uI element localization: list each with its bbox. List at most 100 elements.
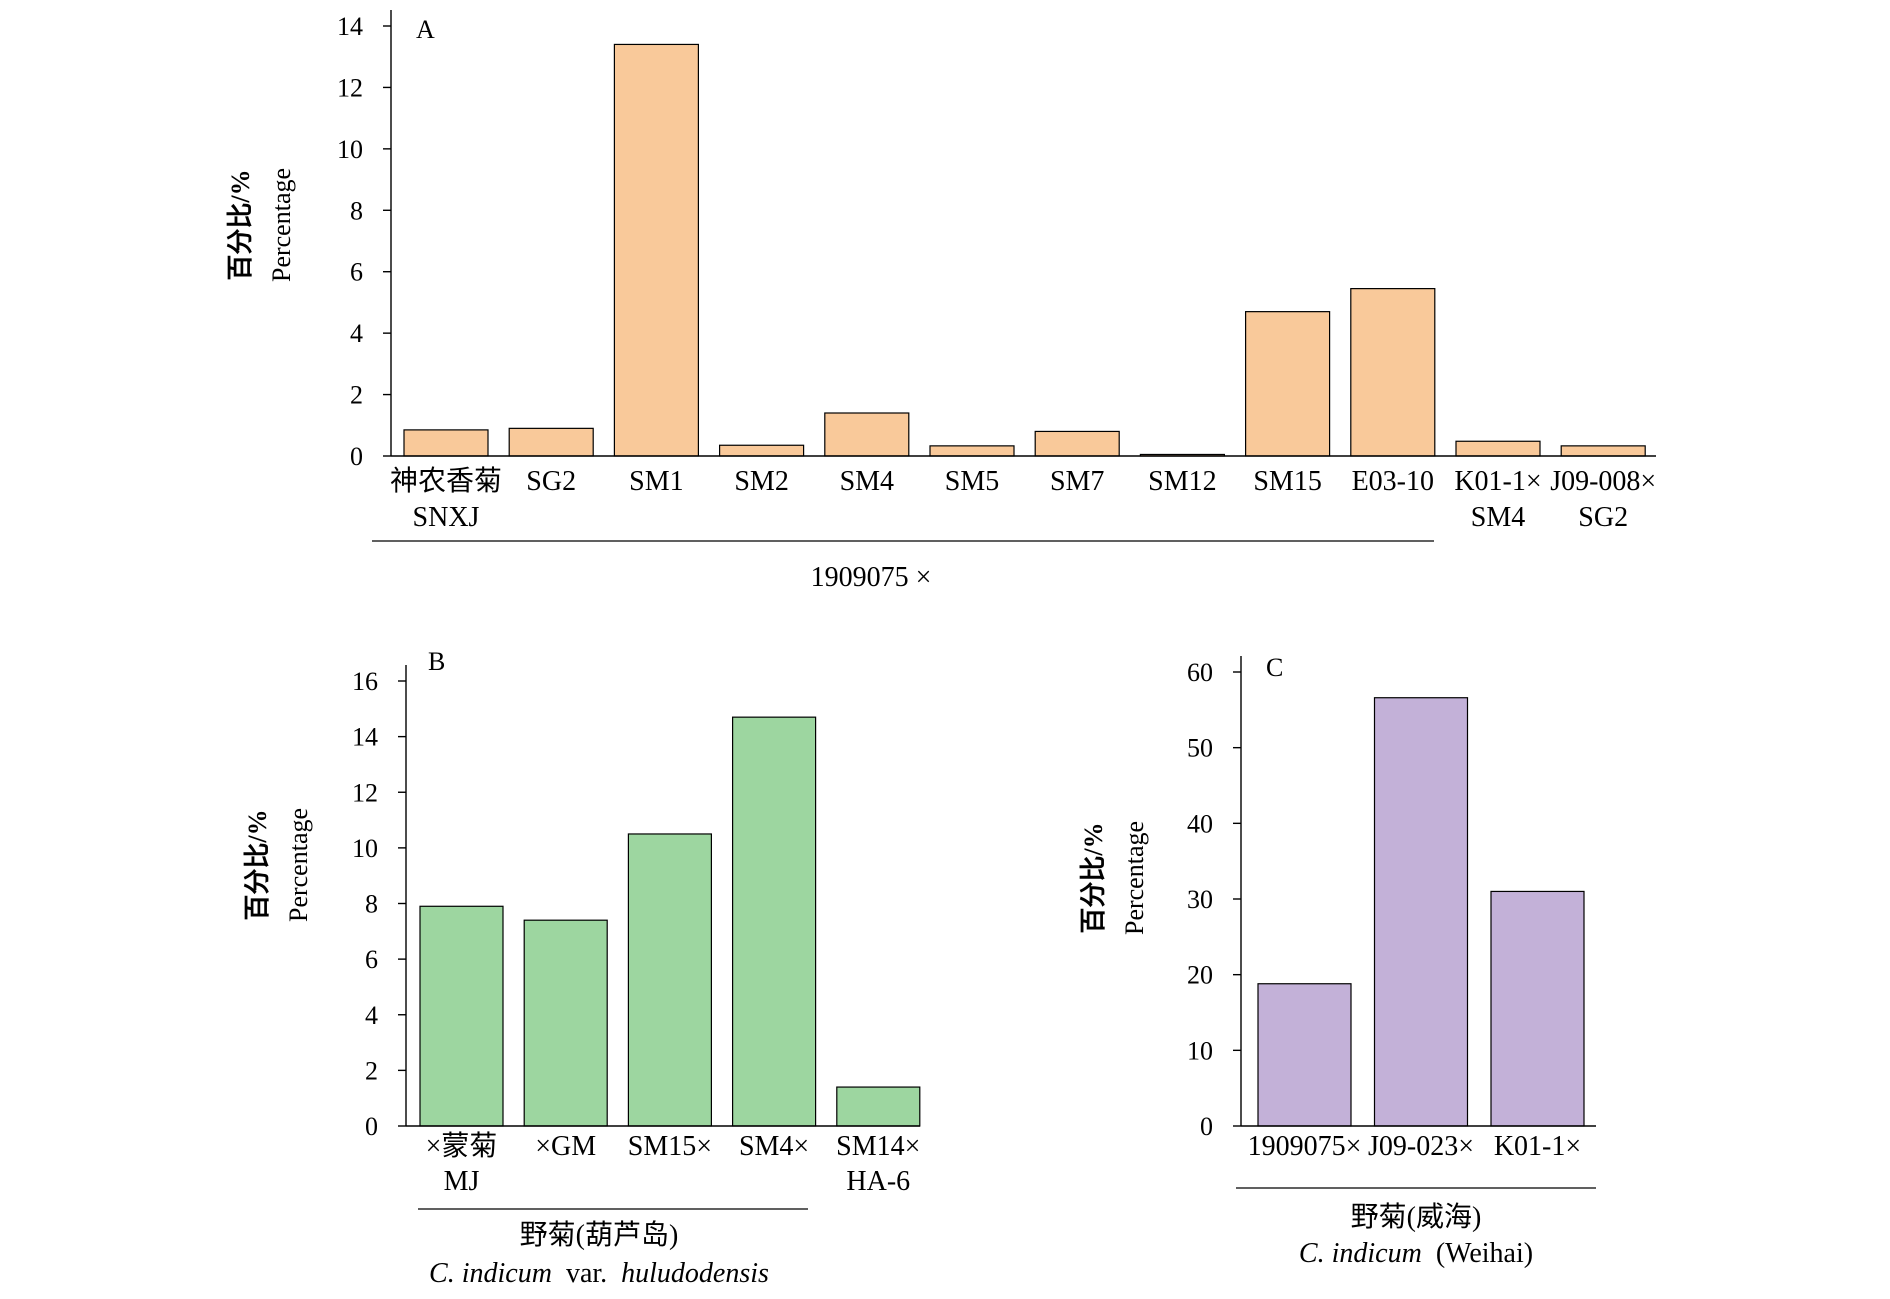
x-tick-label: 1909075× — [1248, 1131, 1362, 1162]
x-tick-label: SM4 — [840, 466, 894, 497]
x-tick-label-line2: SG2 — [1578, 502, 1628, 533]
panel-b-var: var. — [559, 1258, 614, 1289]
panel-b-letter: B — [428, 647, 445, 676]
bar-3 — [613, 43, 700, 457]
panel-a-y-axis-ticks: 0 2 4 6 8 10 12 14 — [337, 12, 391, 471]
bar-4 — [718, 444, 805, 457]
x-tick-label: SM12 — [1148, 466, 1216, 497]
y-tick-label: 60 — [1187, 658, 1213, 687]
panel-c-chart: C 百分比/% Percentage 0 10 20 30 40 50 60 1909075… — [1079, 653, 1596, 1269]
panel-a-letter: A — [416, 15, 435, 44]
bar-2 — [523, 919, 608, 1127]
panel-b-variety: huludodensis — [621, 1258, 769, 1289]
panel-b-group-label: 野菊(葫芦岛) — [520, 1219, 679, 1251]
panel-c-x-labels: 1909075× J09-023× K01-1× — [1248, 1131, 1582, 1162]
panel-c-letter: C — [1266, 653, 1283, 682]
x-tick-label: SM5 — [945, 466, 999, 497]
panel-c-y-axis-ticks: 0 10 20 30 40 50 60 — [1187, 658, 1241, 1141]
y-tick-label: 14 — [352, 723, 378, 752]
panel-b-ylabel-cn: 百分比/% — [243, 809, 272, 920]
x-tick-label: K01-1× — [1454, 466, 1541, 497]
y-tick-label: 20 — [1187, 961, 1213, 990]
panel-c-group-label: 野菊(威海) — [1351, 1201, 1482, 1233]
bar-1 — [419, 905, 504, 1127]
panel-b-y-axis-ticks: 0 2 4 6 8 10 12 14 16 — [352, 667, 406, 1141]
x-tick-label: 神农香菊 — [390, 465, 502, 497]
y-tick-label: 16 — [352, 667, 378, 696]
y-tick-label: 30 — [1187, 885, 1213, 914]
bar-3 — [627, 833, 713, 1127]
y-tick-label: 0 — [1200, 1112, 1213, 1141]
panel-a-ylabel-en: Percentage — [267, 168, 296, 282]
panel-a-x-labels: 神农香菊 SNXJ SG2 SM1 SM2 SM4 SM5 SM7 SM12 SM15 E03-10… — [390, 465, 1656, 533]
bar-2 — [1373, 697, 1469, 1127]
bar-1 — [1257, 983, 1352, 1127]
x-tick-label: SM15× — [628, 1131, 712, 1162]
panel-c-ylabel-en: Percentage — [1120, 821, 1149, 935]
x-tick-label: SM2 — [734, 466, 788, 497]
x-tick-label: SM14× — [836, 1131, 920, 1162]
panel-b-x-labels: ×蒙菊 MJ ×GM SM15× SM4× SM14× HA-6 — [426, 1130, 921, 1197]
x-tick-label-line2: MJ — [444, 1166, 480, 1197]
bar-7 — [1034, 430, 1120, 457]
x-tick-label: J09-023× — [1368, 1131, 1474, 1162]
panel-b-bars — [419, 716, 921, 1127]
bar-11 — [1455, 440, 1541, 457]
panel-b-ylabel-en: Percentage — [284, 808, 313, 922]
x-tick-label: SM15 — [1253, 466, 1321, 497]
panel-c-bars — [1257, 697, 1585, 1127]
y-tick-label: 50 — [1187, 734, 1213, 763]
bar-5 — [836, 1086, 921, 1127]
panel-a-chart: A 百分比/% Percentage 0 2 4 6 8 10 12 14 神农香菊 SNXJ S… — [226, 10, 1656, 593]
y-tick-label: 10 — [1187, 1036, 1213, 1065]
panel-c-location: (Weihai) — [1429, 1238, 1533, 1269]
x-tick-label: ×GM — [535, 1131, 596, 1162]
panel-a-ylabel-cn: 百分比/% — [226, 169, 255, 280]
panel-b-species: C. indicum — [429, 1258, 552, 1289]
panel-a-bars — [403, 43, 1646, 457]
y-tick-label: 2 — [350, 381, 363, 410]
y-tick-label: 12 — [337, 73, 363, 102]
bar-6 — [929, 445, 1015, 457]
bar-5 — [824, 412, 910, 457]
x-tick-label: K01-1× — [1494, 1131, 1581, 1162]
x-tick-label: SM1 — [629, 466, 683, 497]
y-tick-label: 10 — [337, 135, 363, 164]
y-tick-label: 10 — [352, 834, 378, 863]
bar-10 — [1350, 288, 1436, 457]
x-tick-label-line2: SM4 — [1471, 502, 1525, 533]
y-tick-label: 0 — [365, 1112, 378, 1141]
bar-2 — [508, 427, 594, 457]
bar-9 — [1244, 311, 1331, 457]
x-tick-label-line2: HA-6 — [846, 1166, 910, 1197]
y-tick-label: 6 — [365, 945, 378, 974]
panel-b-chart: B 百分比/% Percentage 0 2 4 6 8 10 12 14 16 ×蒙菊 MJ ×G… — [243, 647, 920, 1289]
x-tick-label: E03-10 — [1352, 466, 1434, 497]
x-tick-label: SM4× — [739, 1131, 809, 1162]
bar-12 — [1560, 445, 1646, 457]
y-tick-label: 14 — [337, 12, 363, 41]
y-tick-label: 12 — [352, 778, 378, 807]
y-tick-label: 4 — [350, 319, 363, 348]
panel-c-ylabel-cn: 百分比/% — [1079, 822, 1108, 933]
panel-c-species: C. indicum — [1299, 1238, 1422, 1269]
bar-4 — [731, 716, 817, 1127]
x-tick-label: ×蒙菊 — [426, 1130, 498, 1162]
panel-a-group-label: 1909075 × — [811, 562, 932, 593]
y-tick-label: 0 — [350, 442, 363, 471]
y-tick-label: 8 — [365, 890, 378, 919]
y-tick-label: 4 — [365, 1001, 378, 1030]
y-tick-label: 40 — [1187, 809, 1213, 838]
x-tick-label: SG2 — [526, 466, 576, 497]
y-tick-label: 6 — [350, 258, 363, 287]
y-tick-label: 2 — [365, 1056, 378, 1085]
y-tick-label: 8 — [350, 196, 363, 225]
bar-1 — [403, 429, 489, 457]
panel-c-group-label-en: C. indicum (Weihai) — [1299, 1238, 1533, 1269]
panel-b-group-label-en: C. indicum var. huludodensis — [429, 1258, 769, 1289]
x-tick-label: J09-008× — [1550, 466, 1656, 497]
x-tick-label: SM7 — [1050, 466, 1104, 497]
bar-3 — [1490, 890, 1585, 1127]
x-tick-label-line2: SNXJ — [413, 502, 480, 533]
